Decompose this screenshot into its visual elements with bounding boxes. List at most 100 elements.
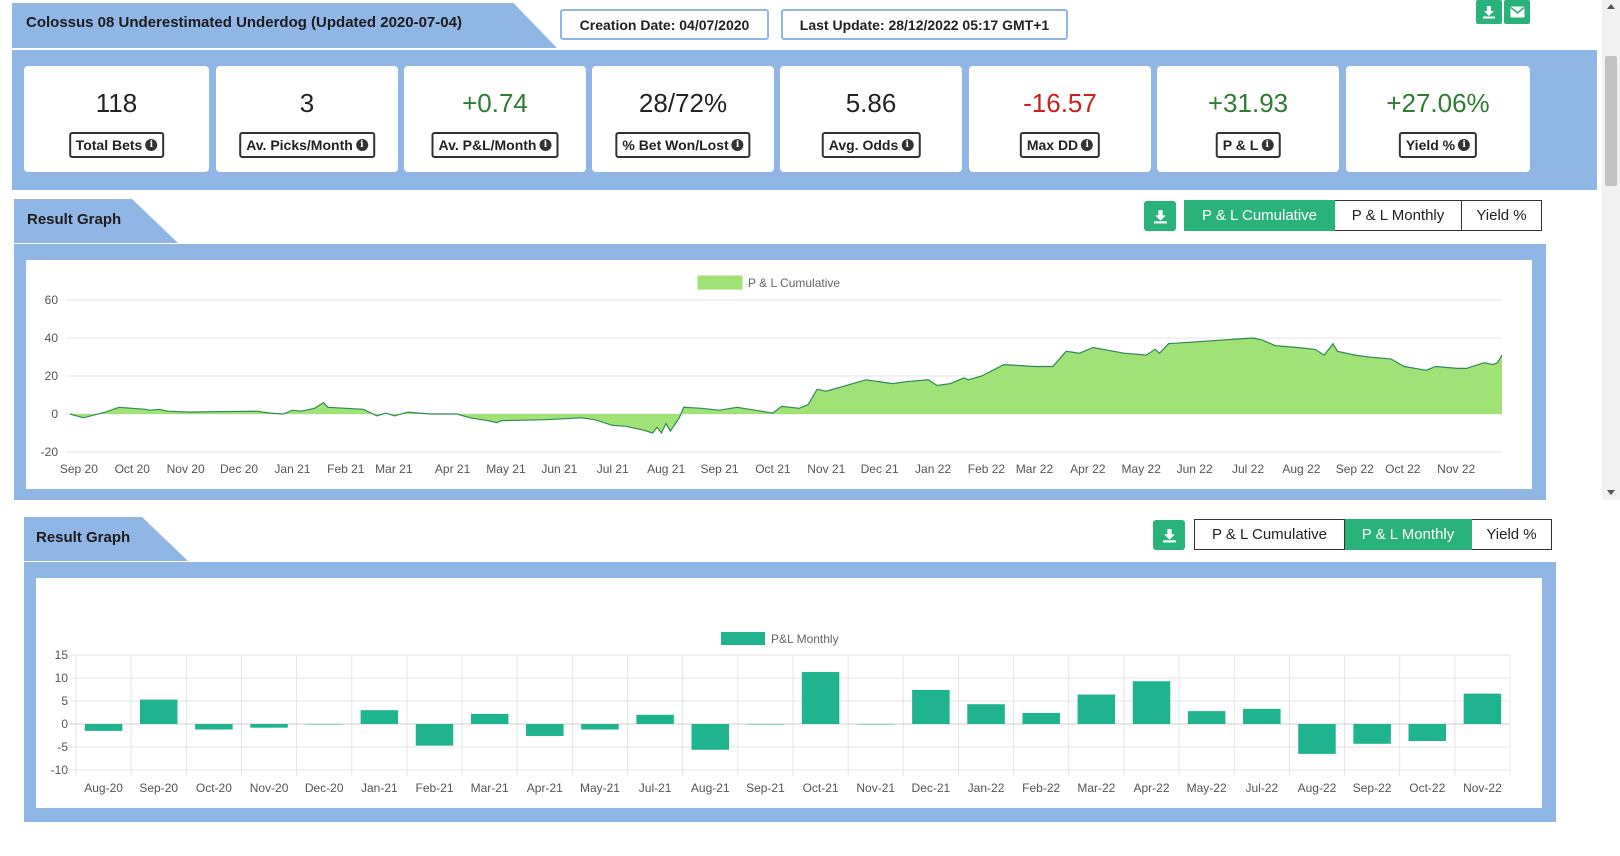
- stat-label[interactable]: Av. P&L/Month i: [431, 132, 559, 158]
- bar-feb-22[interactable]: [1022, 712, 1060, 724]
- bar-aug-21[interactable]: [691, 724, 730, 750]
- chart2-download-button[interactable]: [1153, 520, 1185, 550]
- stat-value: +0.74: [462, 88, 528, 118]
- bar-dec-20[interactable]: [305, 724, 343, 725]
- bar-apr-22[interactable]: [1132, 681, 1171, 724]
- x-tick-label: Sep-20: [139, 781, 178, 795]
- bar-nov-20[interactable]: [250, 724, 288, 728]
- tab-pl-cumulative[interactable]: P & L Cumulative: [1194, 519, 1345, 550]
- download-icon: [1483, 6, 1495, 19]
- info-icon[interactable]: i: [731, 139, 744, 151]
- bar-oct-22[interactable]: [1408, 724, 1447, 742]
- bar-may-22[interactable]: [1187, 711, 1226, 724]
- x-tick-label: Oct-21: [803, 781, 839, 795]
- x-tick-label: Jul 22: [1232, 462, 1264, 476]
- x-tick-label: Jan 21: [274, 462, 310, 476]
- scroll-thumb[interactable]: [1605, 56, 1617, 186]
- bar-may-21[interactable]: [581, 724, 619, 730]
- x-tick-label: Nov 22: [1437, 462, 1475, 476]
- x-tick-label: Feb-22: [1022, 781, 1060, 795]
- tab-yield[interactable]: Yield %: [1462, 200, 1542, 231]
- bar-nov-22[interactable]: [1463, 693, 1502, 724]
- tab-pl-cumulative[interactable]: P & L Cumulative: [1184, 200, 1335, 231]
- info-icon[interactable]: i: [1458, 139, 1471, 151]
- bar-oct-21[interactable]: [801, 672, 840, 724]
- bar-nov-21[interactable]: [856, 724, 895, 725]
- tab-yield[interactable]: Yield %: [1472, 519, 1552, 550]
- info-icon[interactable]: i: [539, 139, 552, 151]
- stat-label-text: Yield %: [1405, 137, 1456, 153]
- x-tick-label: Jul 21: [597, 462, 629, 476]
- bar-aug-20[interactable]: [84, 724, 123, 731]
- x-tick-label: Oct 22: [1385, 462, 1421, 476]
- scroll-down-arrow[interactable]: [1607, 490, 1615, 495]
- stat-label[interactable]: Yield % i: [1398, 132, 1478, 158]
- legend-swatch: [697, 275, 743, 290]
- stat-label[interactable]: Avg. Odds i: [821, 132, 921, 158]
- chart1-view-toggle: P & L Cumulative P & L Monthly Yield %: [1184, 200, 1542, 231]
- bar-dec-21[interactable]: [912, 689, 950, 724]
- stat-value: 3: [299, 88, 315, 118]
- stat-value: 5.86: [845, 88, 897, 118]
- info-icon[interactable]: i: [1261, 139, 1274, 151]
- bar-jul-22[interactable]: [1243, 708, 1281, 724]
- x-tick-label: Apr-22: [1133, 781, 1169, 795]
- top-download-button[interactable]: [1476, 0, 1502, 24]
- x-tick-label: Nov-22: [1463, 781, 1502, 795]
- x-tick-label: Mar 21: [375, 462, 413, 476]
- stat-label[interactable]: % Bet Won/Lost i: [615, 132, 751, 158]
- bar-oct-20[interactable]: [195, 724, 233, 730]
- legend-swatch: [721, 632, 765, 645]
- y-tick-label: -20: [41, 445, 59, 459]
- bar-sep-20[interactable]: [139, 699, 178, 724]
- x-tick-label: Sep 21: [700, 462, 738, 476]
- y-tick-label: 20: [45, 369, 59, 383]
- x-tick-label: Oct-22: [1409, 781, 1445, 795]
- x-tick-label: Jan 22: [915, 462, 951, 476]
- scroll-up-arrow[interactable]: [1607, 4, 1615, 9]
- x-tick-label: Sep-22: [1353, 781, 1392, 795]
- x-tick-label: Aug-21: [691, 781, 730, 795]
- y-tick-label: 60: [45, 293, 59, 307]
- info-icon[interactable]: i: [1081, 139, 1094, 151]
- stat-label-text: Total Bets: [75, 137, 143, 153]
- bar-sep-21[interactable]: [746, 724, 785, 725]
- bar-jan-22[interactable]: [967, 704, 1005, 724]
- x-tick-label: Sep 22: [1336, 462, 1374, 476]
- stat-card: +27.06% Yield % i: [1346, 66, 1530, 172]
- legend-label: P & L Cumulative: [748, 276, 840, 290]
- bar-apr-21[interactable]: [526, 724, 564, 736]
- stat-label-text: P & L: [1222, 137, 1259, 153]
- bar-sep-22[interactable]: [1353, 724, 1391, 744]
- stat-value: 118: [95, 88, 138, 118]
- info-icon[interactable]: i: [145, 139, 158, 151]
- bar-mar-21[interactable]: [470, 713, 509, 724]
- top-email-button[interactable]: [1504, 0, 1530, 24]
- y-tick-label: 0: [61, 717, 68, 731]
- bar-jan-21[interactable]: [360, 710, 399, 724]
- y-tick-label: -5: [57, 740, 68, 754]
- y-tick-label: 10: [55, 671, 69, 685]
- bar-mar-22[interactable]: [1077, 694, 1116, 724]
- x-tick-label: Aug 21: [647, 462, 685, 476]
- bar-jul-21[interactable]: [636, 714, 674, 724]
- stat-label[interactable]: Max DD i: [1019, 132, 1101, 158]
- x-tick-label: Dec 20: [220, 462, 258, 476]
- x-tick-label: Mar-22: [1077, 781, 1115, 795]
- stat-label-text: Avg. Odds: [828, 137, 899, 153]
- stat-label[interactable]: Total Bets i: [68, 132, 165, 158]
- page-scrollbar[interactable]: [1602, 0, 1620, 500]
- info-icon[interactable]: i: [355, 139, 368, 151]
- tab-pl-monthly[interactable]: P & L Monthly: [1335, 200, 1462, 231]
- tab-pl-monthly[interactable]: P & L Monthly: [1345, 519, 1472, 550]
- bar-aug-22[interactable]: [1298, 724, 1336, 754]
- info-icon[interactable]: i: [901, 139, 914, 151]
- chart1-download-button[interactable]: [1144, 201, 1176, 231]
- stat-label[interactable]: Av. Picks/Month i: [239, 132, 375, 158]
- bar-feb-21[interactable]: [415, 724, 454, 746]
- last-update-badge: Last Update: 28/12/2022 05:17 GMT+1: [781, 9, 1068, 40]
- stat-card: 3 Av. Picks/Month i: [216, 66, 398, 172]
- x-tick-label: Oct 21: [755, 462, 791, 476]
